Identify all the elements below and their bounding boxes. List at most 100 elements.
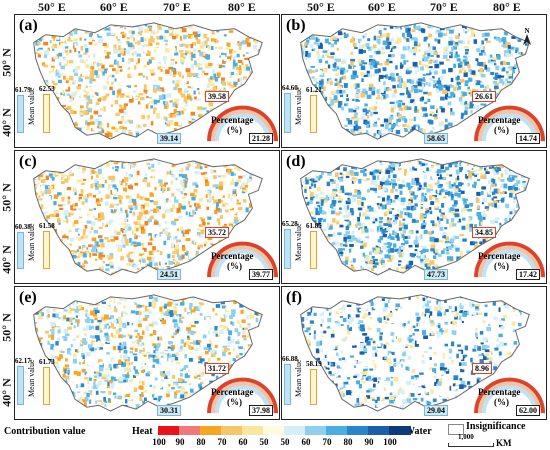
percentage-title: Percentage (478, 251, 521, 261)
insignificance-percentage: 37.98 (249, 405, 273, 416)
percentage-unit: (%) (227, 125, 242, 135)
insignificance-label: Insignificance (466, 421, 526, 432)
water-mean-bar (284, 229, 291, 269)
water-percentage: 58.65 (424, 133, 448, 144)
panel-label: (e) (19, 289, 37, 306)
legend-tick: 90 (175, 437, 185, 447)
mean-value-title: Mean value (294, 87, 303, 125)
legend-water-label: Water (405, 426, 432, 437)
heat-percentage: 26.61 (472, 91, 496, 102)
scale-bar-unit: KM (496, 438, 512, 448)
percentage-unit: (%) (494, 397, 509, 407)
lon-label-70-left: 70° E (163, 0, 191, 14)
water-mean-bar (17, 232, 24, 269)
legend-swatch (305, 426, 327, 435)
heat-mean-bar (43, 367, 50, 405)
panel-a: (a) 61.79 62.53 Mean value 39.58 39.14 21.28 Pe… (14, 14, 280, 148)
heat-mean-bar (310, 95, 317, 133)
lon-label-60-left: 60° E (100, 0, 128, 14)
heat-mean-bar (310, 369, 317, 405)
legend-tick: 70 (217, 437, 227, 447)
water-percentage: 24.51 (157, 269, 181, 280)
legend-tick: 60 (301, 437, 311, 447)
lon-label-80-right: 80° E (493, 0, 521, 14)
percentage-title: Percentage (211, 115, 254, 125)
legend-title: Contribution value (4, 426, 86, 437)
water-mean-value: 61.79 (15, 86, 31, 94)
insignificance-percentage: 14.74 (516, 133, 540, 144)
heat-percentage: 8.96 (472, 363, 492, 374)
map-area (300, 22, 546, 142)
legend-swatch (263, 426, 285, 435)
heat-mean-value: 61.58 (39, 222, 55, 230)
percentage-unit: (%) (494, 261, 509, 271)
panel-e: (e) 62.17 61.73 Mean value 31.72 30.31 37.98 Pe… (14, 286, 280, 420)
heat-mean-value: 61.21 (306, 86, 322, 94)
legend-swatch (368, 426, 390, 435)
percentage-unit: (%) (227, 397, 242, 407)
lat-label-40-row3: 40° N (0, 378, 14, 407)
legend-swatch (242, 426, 264, 435)
mean-value-title: Mean value (27, 359, 36, 397)
lon-label-80-left: 80° E (228, 0, 256, 14)
water-percentage: 30.31 (157, 405, 181, 416)
panel-label: (f) (286, 289, 302, 306)
legend-tick: 60 (238, 437, 248, 447)
legend-tick: 80 (196, 437, 206, 447)
percentage-unit: (%) (494, 125, 509, 135)
legend-tick: 80 (343, 437, 353, 447)
heat-mean-bar (310, 231, 317, 269)
legend-swatch (200, 426, 222, 435)
heat-mean-value: 58.19 (306, 360, 322, 368)
heat-percentage: 35.72 (205, 227, 229, 238)
insignificance-percentage: 62.00 (516, 405, 540, 416)
lat-label-50-row3: 50° N (0, 313, 14, 342)
scale-bar (448, 443, 494, 447)
legend-tick: 100 (383, 437, 397, 447)
water-mean-value: 62.17 (15, 357, 31, 365)
heat-mean-bar (43, 231, 50, 269)
lat-label-40-row1: 40° N (0, 108, 14, 137)
water-mean-value: 65.28 (282, 220, 298, 228)
legend-tick: 50 (259, 437, 269, 447)
legend-tick: 100 (152, 437, 166, 447)
panel-label: (a) (19, 17, 38, 34)
lon-label-60-right: 60° E (368, 0, 396, 14)
heat-percentage: 31.72 (205, 363, 229, 374)
legend-tick: 50 (280, 437, 290, 447)
percentage-title: Percentage (211, 387, 254, 397)
lon-label-50-left: 50° E (38, 0, 66, 14)
legend-swatch (179, 426, 201, 435)
lon-label-70-right: 70° E (430, 0, 458, 14)
water-mean-value: 64.60 (282, 84, 298, 92)
panel-c: (c) 60.38 61.58 Mean value 35.72 24.51 39.77 Pe… (14, 150, 280, 284)
heat-percentage: 39.58 (205, 91, 229, 102)
percentage-title: Percentage (478, 115, 521, 125)
heat-mean-value: 61.85 (306, 222, 322, 230)
scale-bar-value: 1,000 (458, 433, 474, 441)
water-percentage: 39.14 (157, 133, 181, 144)
heat-mean-bar (43, 94, 50, 133)
mean-value-title: Mean value (294, 359, 303, 397)
map-area (33, 294, 279, 414)
legend-swatch (284, 426, 306, 435)
legend-heat-label: Heat (132, 426, 153, 437)
panel-f: (f) 66.88 58.19 Mean value 8.96 29.04 62.00 Per… (281, 286, 547, 420)
water-mean-value: 66.88 (282, 355, 298, 363)
mean-value-title: Mean value (27, 87, 36, 125)
percentage-unit: (%) (227, 261, 242, 271)
water-mean-bar (17, 95, 24, 133)
lat-label-50-row1: 50° N (0, 48, 14, 77)
panel-label: (b) (286, 17, 306, 34)
percentage-title: Percentage (211, 251, 254, 261)
legend-swatch (326, 426, 348, 435)
insignificance-swatch (448, 424, 464, 435)
lat-label-40-row2: 40° N (0, 245, 14, 274)
insignificance-percentage: 39.77 (249, 269, 273, 280)
panel-label: (d) (286, 153, 306, 170)
legend-tick: 90 (364, 437, 374, 447)
panel-label: (c) (19, 153, 37, 170)
lat-label-50-row2: 50° N (0, 183, 14, 212)
heat-percentage: 34.85 (472, 227, 496, 238)
